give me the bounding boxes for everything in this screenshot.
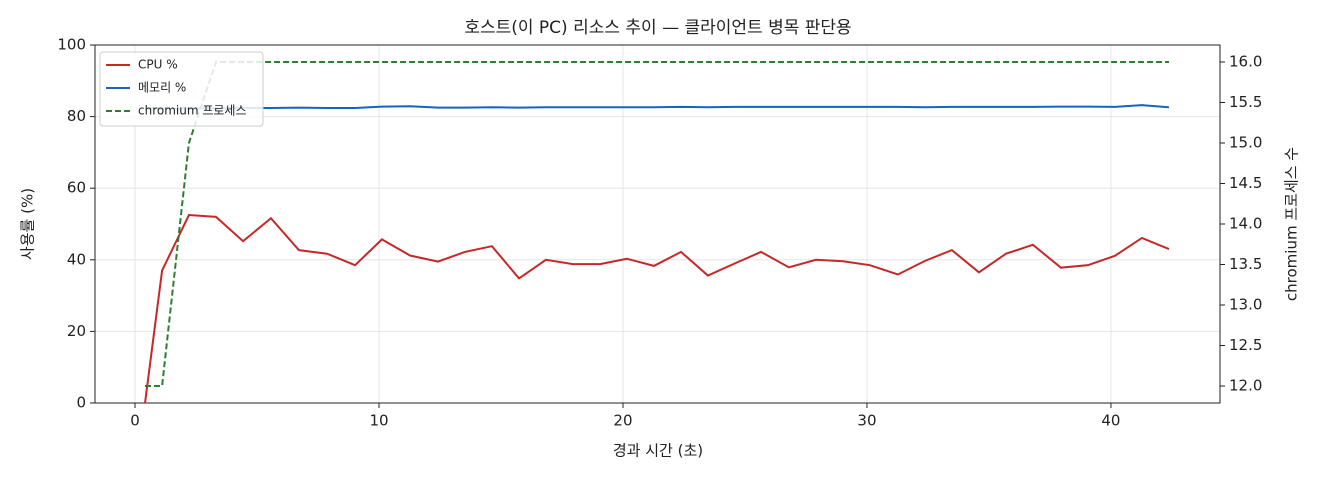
- chart-title: 호스트(이 PC) 리소스 추이 — 클라이언트 병목 판단용: [464, 18, 851, 38]
- y-tick-label: 60: [67, 179, 86, 197]
- y2-tick-label: 13.5: [1229, 255, 1262, 273]
- y2-tick-label: 16.0: [1229, 53, 1262, 71]
- y-tick-label: 0: [76, 394, 86, 412]
- legend-label: chromium 프로세스: [138, 104, 247, 118]
- x-tick-label: 20: [613, 412, 632, 430]
- x-tick-label: 40: [1101, 412, 1120, 430]
- y2-tick-label: 15.5: [1229, 93, 1262, 111]
- x-axis-label: 경과 시간 (초): [613, 442, 703, 460]
- y2-tick-label: 12.0: [1229, 376, 1262, 394]
- y-axis-label: 사용률 (%): [19, 188, 37, 260]
- legend-label: CPU %: [138, 58, 178, 72]
- series-line: [144, 214, 1170, 404]
- x-tick-label: 0: [130, 412, 140, 430]
- y2-tick-label: 14.0: [1229, 215, 1262, 233]
- legend-box: [99, 51, 264, 127]
- series-line: [145, 104, 1170, 110]
- y2-tick-label: 13.0: [1229, 295, 1262, 313]
- x-tick-label: 30: [857, 412, 876, 430]
- y2-tick-label: 15.0: [1229, 134, 1262, 152]
- plot-frame: [94, 44, 1221, 404]
- legend-label: 메모리 %: [138, 81, 186, 95]
- y-tick-label: 20: [67, 322, 86, 340]
- y2-tick-label: 12.5: [1229, 336, 1262, 354]
- y-tick-label: 100: [57, 36, 86, 54]
- series-line: [145, 61, 1170, 387]
- y2-axis-label: chromium 프로세스 수: [1283, 147, 1301, 301]
- y-tick-label: 80: [67, 107, 86, 125]
- y2-tick-label: 14.5: [1229, 174, 1262, 192]
- x-tick-label: 10: [369, 412, 388, 430]
- y-tick-label: 40: [67, 250, 86, 268]
